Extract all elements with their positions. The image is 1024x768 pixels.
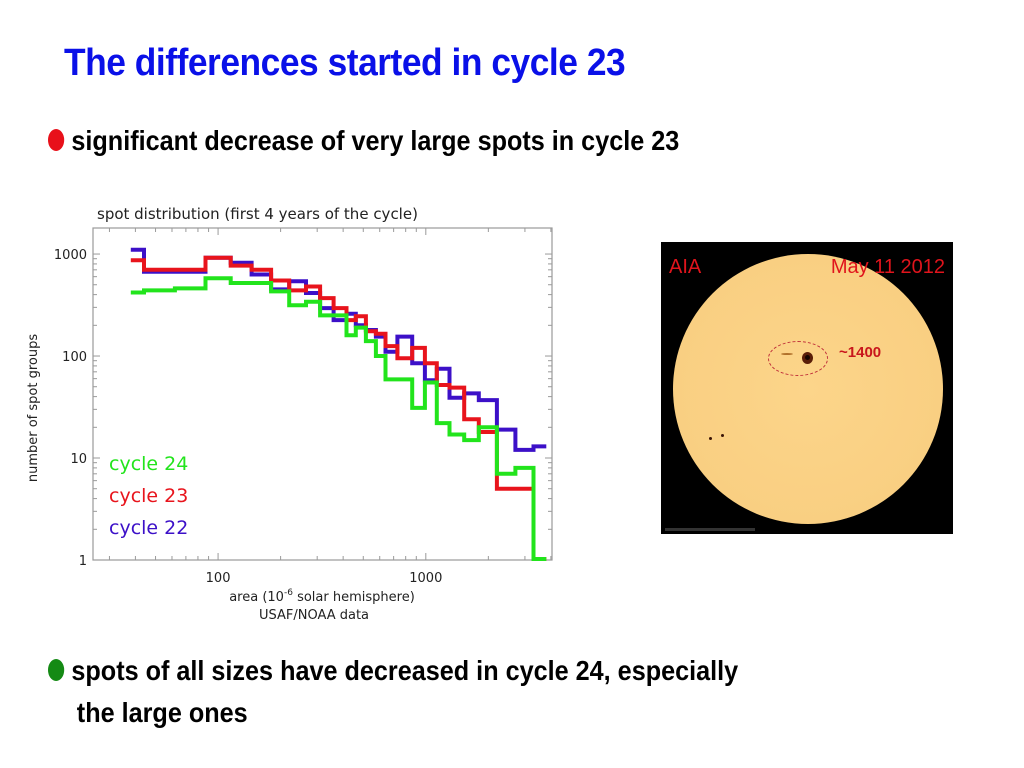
slide-title: The differences started in cycle 23 [64,42,626,84]
date-label: May 11 2012 [830,256,945,278]
x-axis-label-post: solar hemisphere) [293,590,415,605]
x-tick-label: 100 [206,571,231,586]
bullet-text-continuation: the large ones [76,697,248,728]
active-region-ellipse [768,341,828,376]
y-tick-label: 1000 [54,248,87,263]
x-axis: 100 1000 [108,228,552,586]
sunspot [781,353,793,355]
image-credit-line [665,528,755,531]
sunspot [721,434,724,437]
chart-legend: cycle 24 cycle 23 cycle 22 [109,453,188,539]
series-layer [130,247,547,561]
x-axis-label-sup: -6 [284,588,293,598]
chart-title: spot distribution (first 4 years of the … [97,205,418,223]
y-tick-label: 100 [62,350,87,365]
bullet-item: spots of all sizes have decreased in cyc… [48,650,738,734]
x-tick-label: 1000 [409,571,442,586]
y-tick-label: 1 [79,554,87,569]
legend-item: cycle 23 [109,485,188,507]
solar-disk-image: AIA May 11 2012 ~1400 [661,242,953,534]
x-axis-label-source: USAF/NOAA data [259,608,369,623]
bullet-dot-icon [48,659,65,681]
sunspot [709,437,712,440]
instrument-label: AIA [669,256,702,278]
x-axis-label-pre: area (10 [229,590,284,605]
bullet-dot-icon [48,129,65,151]
sun-disk [673,254,943,524]
series-line-cycle-23 [130,255,547,561]
y-axis-label: number of spot groups [26,334,41,482]
sunspot [805,355,810,360]
series-line-cycle-22 [130,247,547,452]
bullet-text: spots of all sizes have decreased in cyc… [71,655,739,686]
plot-frame [92,227,553,561]
series-line-cycle-24 [130,276,547,561]
region-area-label: ~1400 [839,344,882,361]
legend-item: cycle 22 [109,517,188,539]
bullet-item: significant decrease of very large spots… [48,120,679,162]
x-axis-label: area (10-6 solar hemisphere) [229,588,415,605]
bullet-text: significant decrease of very large spots… [71,125,680,156]
legend-item: cycle 24 [109,453,188,475]
y-tick-label: 10 [70,452,87,467]
